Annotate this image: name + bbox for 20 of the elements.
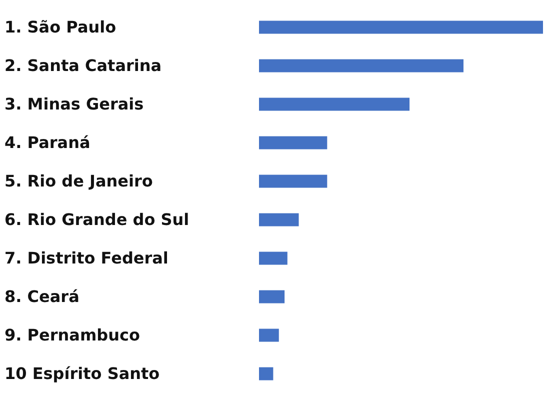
bar bbox=[259, 20, 543, 34]
bar bbox=[259, 367, 274, 380]
y-tick-label: 7. Distrito Federal bbox=[4, 248, 168, 268]
bar bbox=[259, 59, 464, 72]
bar bbox=[259, 136, 328, 150]
y-tick-label: 3. Minas Gerais bbox=[4, 94, 144, 114]
y-tick-label: 10 Espírito Santo bbox=[4, 364, 160, 383]
bar bbox=[259, 174, 328, 188]
bar bbox=[259, 98, 410, 111]
y-tick-label: 6. Rio Grande do Sul bbox=[4, 210, 190, 229]
y-tick-label: 8. Ceará bbox=[4, 286, 80, 306]
y-tick-label: 5. Rio de Janeiro bbox=[4, 171, 153, 190]
bar bbox=[259, 328, 279, 342]
y-tick-label: 1. São Paulo bbox=[4, 17, 116, 36]
y-tick-label: 4. Paraná bbox=[4, 132, 90, 152]
bar bbox=[259, 252, 288, 265]
bar bbox=[259, 213, 299, 226]
y-tick-label: 2. Santa Catarina bbox=[4, 56, 162, 75]
y-tick-label: 9. Pernambuco bbox=[4, 325, 140, 344]
bar bbox=[259, 290, 285, 304]
